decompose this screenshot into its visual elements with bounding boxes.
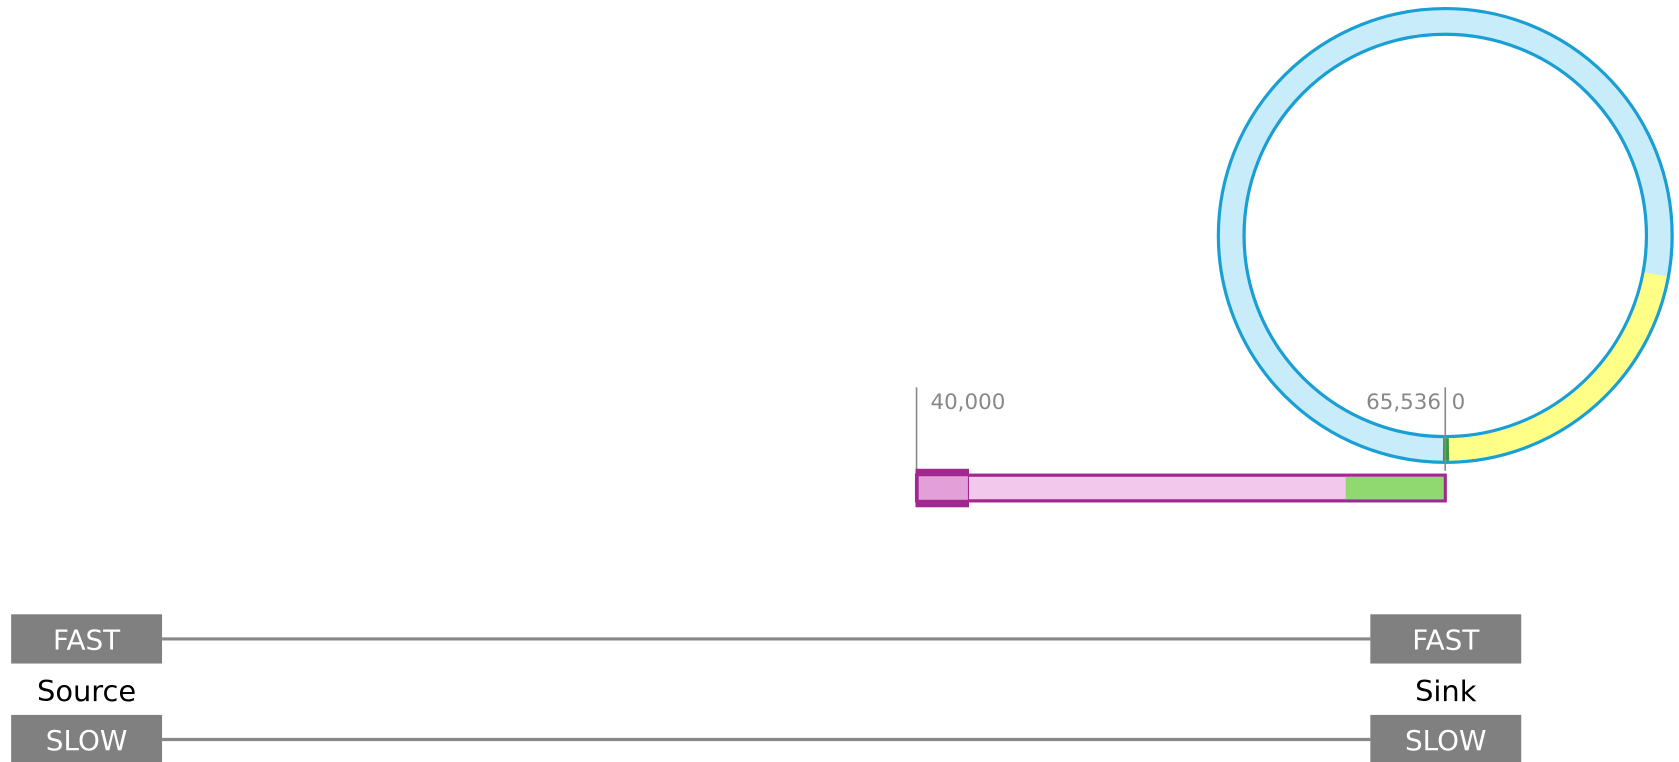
wrap-label: 65,536 [1366, 390, 1441, 415]
sink-fast-button[interactable] [1370, 614, 1522, 664]
source-fast-button[interactable] [11, 614, 163, 664]
ring [1216, 6, 1674, 464]
buffer-head-inner [918, 476, 968, 500]
ring-yellow [1448, 272, 1667, 461]
button-label: SLOW [1405, 724, 1487, 757]
source-name: Source [37, 674, 136, 708]
start-label: 40,000 [930, 390, 1005, 415]
sink-name: Sink [1415, 674, 1477, 708]
zero-label: 0 [1452, 390, 1466, 415]
buffer-filled [1345, 476, 1444, 500]
sink-slow-button[interactable] [1370, 714, 1522, 762]
button-label: FAST [53, 624, 121, 657]
source-slow-button[interactable] [11, 714, 163, 762]
button-label: SLOW [46, 724, 128, 757]
button-label: FAST [1412, 624, 1480, 657]
